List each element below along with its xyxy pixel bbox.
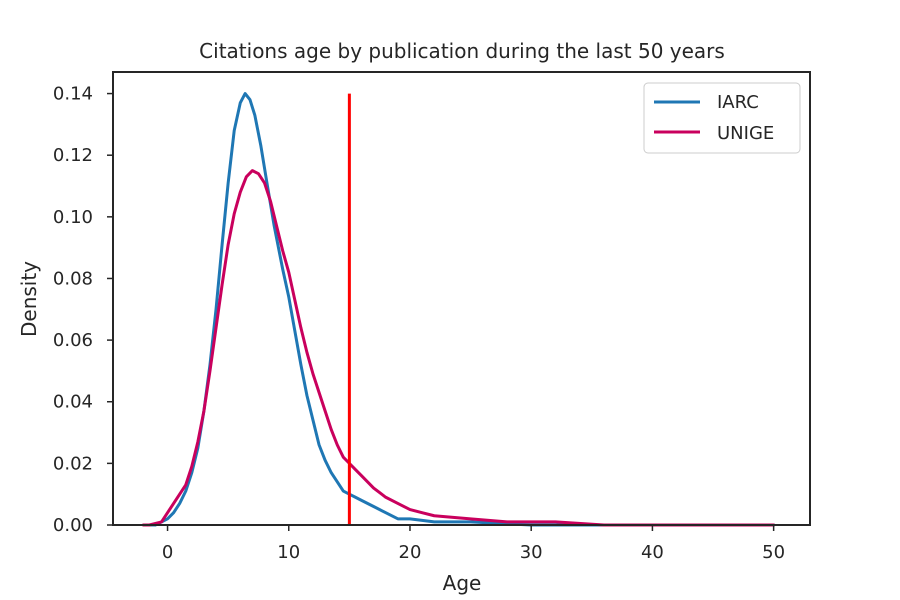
legend-label-unige: UNIGE bbox=[717, 123, 774, 144]
x-tick-label: 30 bbox=[520, 542, 543, 563]
x-tick-label: 10 bbox=[277, 542, 300, 563]
y-tick-label: 0.06 bbox=[53, 330, 93, 351]
legend-label-iarc: IARC bbox=[717, 92, 759, 113]
x-tick-label: 50 bbox=[762, 542, 785, 563]
plot-frame bbox=[112, 71, 811, 526]
x-tick-label: 0 bbox=[162, 542, 173, 563]
y-tick-label: 0.10 bbox=[53, 207, 93, 228]
x-tick-label: 40 bbox=[641, 542, 664, 563]
y-tick-label: 0.08 bbox=[53, 268, 93, 289]
x-axis-label: Age bbox=[443, 571, 482, 595]
x-axis: 0 10 20 30 40 50 bbox=[162, 525, 785, 563]
plot-area bbox=[112, 71, 811, 527]
y-axis-label: Density bbox=[17, 261, 41, 337]
y-tick-label: 0.12 bbox=[53, 145, 93, 166]
chart-title: Citations age by publication during the … bbox=[199, 39, 725, 63]
y-tick-label: 0.04 bbox=[53, 392, 93, 413]
y-tick-label: 0.14 bbox=[53, 84, 93, 105]
y-tick-label: 0.00 bbox=[53, 515, 93, 536]
series-line-iarc bbox=[147, 92, 776, 527]
x-tick-label: 20 bbox=[399, 542, 422, 563]
legend: IARC UNIGE bbox=[643, 82, 801, 154]
series-line-unige bbox=[141, 169, 776, 527]
y-axis: 0.00 0.02 0.04 0.06 0.08 0.10 0.12 0.14 bbox=[53, 84, 113, 536]
y-tick-label: 0.02 bbox=[53, 453, 93, 474]
